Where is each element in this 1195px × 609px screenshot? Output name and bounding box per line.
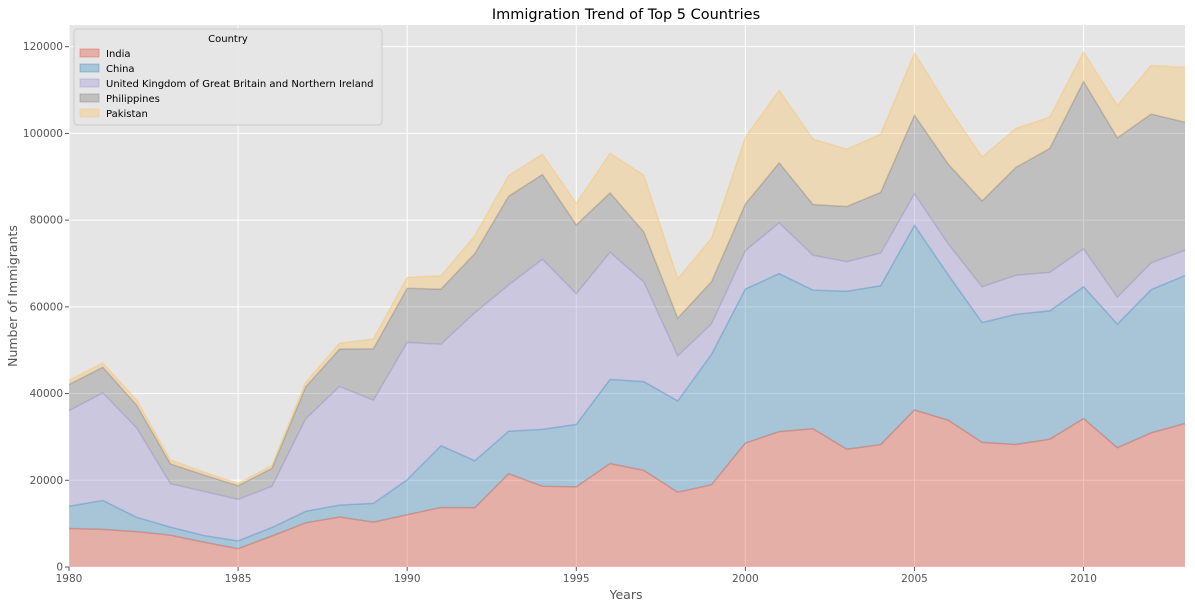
x-tick-label: 1995 xyxy=(563,573,590,585)
legend-label: United Kingdom of Great Britain and Nort… xyxy=(106,79,374,90)
x-tick-label: 1985 xyxy=(225,573,252,585)
y-axis-label: Number of Immigrants xyxy=(5,225,20,367)
y-tick-label: 120000 xyxy=(23,41,63,53)
x-tick-label: 1980 xyxy=(56,573,83,585)
y-tick-label: 40000 xyxy=(30,388,63,400)
area-united xyxy=(69,193,1185,541)
x-tick-label: 2005 xyxy=(901,573,928,585)
legend-swatch xyxy=(79,93,100,103)
legend-label: China xyxy=(106,64,135,75)
area-china xyxy=(69,225,1185,549)
legend-swatch xyxy=(79,108,100,118)
y-tick-label: 80000 xyxy=(30,215,63,227)
area-india xyxy=(69,409,1185,567)
x-tick-label: 2000 xyxy=(732,573,759,585)
y-tick-label: 100000 xyxy=(23,128,63,140)
series-line-china xyxy=(68,223,1186,542)
y-tick-label: 0 xyxy=(56,562,63,574)
chart-title: Immigration Trend of Top 5 Countries xyxy=(492,7,760,23)
y-tick-label: 60000 xyxy=(30,301,63,313)
x-axis-label: Years xyxy=(609,587,643,602)
legend-swatch xyxy=(79,48,100,58)
series-line-united xyxy=(68,192,1186,501)
area-pakistan xyxy=(69,51,1185,486)
x-tick-label: 2010 xyxy=(1070,573,1097,585)
legend-label: Philippines xyxy=(106,94,160,105)
x-tick-label: 1990 xyxy=(394,573,421,585)
y-tick-label: 20000 xyxy=(30,475,63,487)
legend-label: Pakistan xyxy=(106,109,148,120)
legend-label: India xyxy=(106,49,131,60)
legend-title: Country xyxy=(208,34,248,45)
series-line-india xyxy=(68,409,1186,550)
area-philippines xyxy=(69,81,1185,500)
legend-box xyxy=(73,28,383,126)
series-line-pakistan xyxy=(68,50,1186,485)
series-line-philippines xyxy=(68,79,1186,487)
legend-swatch xyxy=(79,63,100,73)
legend-swatch xyxy=(79,78,100,88)
